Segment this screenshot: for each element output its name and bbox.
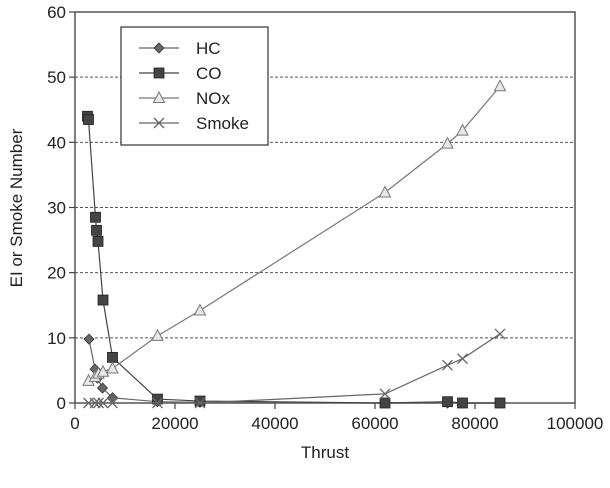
data-point-co bbox=[90, 211, 101, 223]
data-point-smoke bbox=[107, 397, 118, 409]
data-point-co bbox=[92, 235, 104, 247]
legend-label-smoke: Smoke bbox=[196, 114, 249, 133]
data-point-nox bbox=[106, 361, 119, 374]
data-point-co bbox=[152, 393, 163, 405]
data-point-smoke bbox=[93, 397, 104, 409]
data-point-nox bbox=[493, 79, 507, 92]
x-tick-label: 0 bbox=[70, 414, 79, 433]
y-tick-label: 0 bbox=[57, 394, 66, 413]
data-point-smoke bbox=[379, 388, 391, 400]
legend-label-co: CO bbox=[196, 64, 222, 83]
x-tick-label: 20000 bbox=[151, 414, 198, 433]
legend-marker-co bbox=[153, 67, 165, 79]
axis-ticks: 0 10 20 30 40 50 60 0 20000 40000 60000 80000 100000 bbox=[47, 3, 603, 433]
data-point-smoke bbox=[442, 359, 453, 371]
data-point-smoke bbox=[494, 328, 506, 340]
data-point-co bbox=[97, 294, 109, 306]
y-tick-label: 50 bbox=[47, 68, 66, 87]
data-point-co bbox=[457, 397, 468, 409]
data-point-smoke bbox=[89, 397, 101, 409]
data-point-co bbox=[379, 397, 391, 409]
legend-marker-hc bbox=[153, 42, 165, 54]
data-point-co bbox=[91, 224, 102, 236]
y-tick-label: 20 bbox=[47, 264, 66, 283]
y-tick-label: 40 bbox=[47, 133, 66, 152]
data-point-hc bbox=[96, 382, 109, 394]
x-tick-label: 40000 bbox=[251, 414, 298, 433]
x-tick-label: 100000 bbox=[547, 414, 604, 433]
legend-marker-nox bbox=[152, 90, 166, 103]
data-point-smoke bbox=[194, 397, 206, 409]
data-point-co bbox=[494, 397, 506, 409]
x-tick-label: 80000 bbox=[451, 414, 498, 433]
y-axis-title: EI or Smoke Number bbox=[7, 128, 26, 287]
y-tick-label: 60 bbox=[47, 3, 66, 22]
data-point-smoke bbox=[457, 353, 468, 365]
legend-marker-smoke bbox=[153, 117, 165, 129]
data-point-nox bbox=[96, 364, 110, 377]
data-point-smoke bbox=[97, 397, 109, 409]
data-point-smoke bbox=[152, 397, 163, 409]
series-layer bbox=[82, 79, 507, 409]
y-tick-label: 10 bbox=[47, 329, 66, 348]
data-point-nox bbox=[151, 328, 164, 341]
y-tick-label: 30 bbox=[47, 199, 66, 218]
data-point-co bbox=[83, 114, 94, 125]
data-point-nox bbox=[193, 303, 207, 316]
legend: HC CO NOx Smoke bbox=[120, 26, 269, 146]
x-axis-title: Thrust bbox=[301, 443, 349, 462]
gridlines bbox=[75, 76, 575, 339]
data-point-co bbox=[442, 396, 453, 408]
data-point-co bbox=[194, 395, 206, 407]
data-point-hc bbox=[83, 333, 95, 345]
x-tick-label: 60000 bbox=[351, 414, 398, 433]
legend-box bbox=[120, 26, 269, 146]
data-point-nox bbox=[378, 185, 392, 198]
data-point-co bbox=[107, 351, 118, 363]
data-point-nox bbox=[456, 123, 469, 136]
legend-label-nox: NOx bbox=[196, 89, 231, 108]
legend-label-hc: HC bbox=[196, 39, 221, 58]
data-point-nox bbox=[441, 136, 454, 149]
